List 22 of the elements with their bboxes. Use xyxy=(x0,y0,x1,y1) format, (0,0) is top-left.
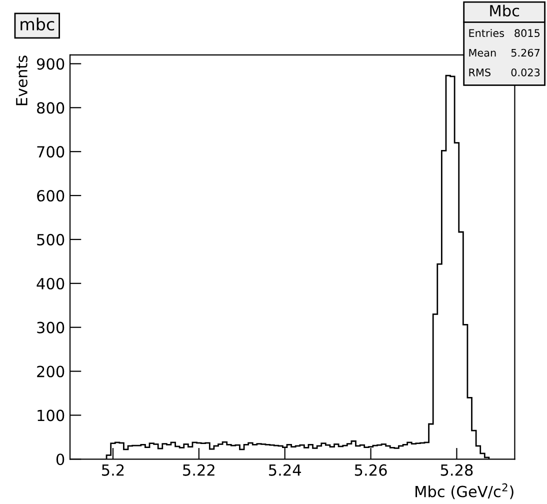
y-tick-label: 200 xyxy=(37,366,64,378)
y-tick-label: 800 xyxy=(37,102,64,114)
text: RMS 0.023 xyxy=(469,68,540,76)
text: Mean 5.267 xyxy=(469,48,540,57)
x-tick-label: 5.28 xyxy=(440,464,473,476)
text: Mbc xyxy=(490,4,520,17)
y-tick-label: 600 xyxy=(37,190,64,202)
y-tick-label: 300 xyxy=(37,322,64,334)
x-tick-label: 5.22 xyxy=(183,464,214,476)
y-tick-label: 100 xyxy=(38,410,64,422)
x-tick-label: 5.2 xyxy=(102,464,124,476)
chart-title: mbc xyxy=(20,18,54,31)
y-tick-label: 0 xyxy=(56,454,64,466)
y-tick-label: 500 xyxy=(37,234,64,246)
text: Entries 8015 xyxy=(469,28,540,38)
y-tick-label: 400 xyxy=(36,278,64,290)
y-tick-label: 900 xyxy=(36,58,64,70)
x-tick-label: 5.26 xyxy=(354,464,387,476)
x-tick-label: 5.24 xyxy=(269,464,302,476)
y-axis-title: Events xyxy=(16,56,28,106)
y-tick-label: 700 xyxy=(37,146,64,158)
x-axis-title: Mbc (GeV/c$^{2}$) xyxy=(416,483,514,500)
